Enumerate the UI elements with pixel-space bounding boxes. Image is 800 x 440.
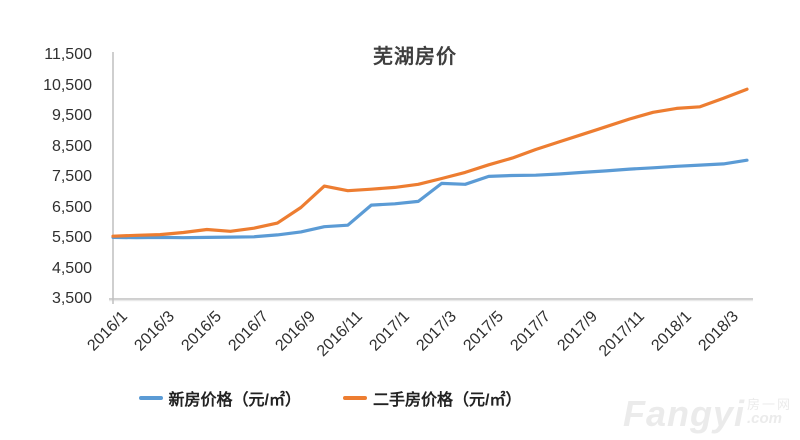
legend-marker-second-hand-line [343,396,367,400]
y-tick-label: 3,500 [51,290,92,307]
y-tick-label: 8,500 [51,137,92,155]
second-hand-price-line [111,87,749,238]
watermark-cjk-text: 房一网 [746,397,792,412]
watermark-brand-text: Fangyi [622,393,745,434]
legend-label-second-hand: 二手房价格（元/㎡） [373,392,522,409]
legend: 新房价格（元/㎡） 二手房价格（元/㎡） [0,386,660,410]
y-tick-label: 6,500 [51,198,92,216]
new-home-price-line [111,158,749,240]
y-tick-label: 11,500 [44,46,92,63]
y-tick-label: 10,500 [43,76,92,94]
y-tick-label: 9,500 [51,107,92,124]
legend-label-new-home: 新房价格（元/㎡） [168,392,301,409]
legend-item-new-home: 新房价格（元/㎡） [138,386,301,410]
legend-item-second-hand: 二手房价格（元/㎡） [343,386,521,410]
watermark-com-text: .com [746,410,782,427]
y-tick-label: 5,500 [51,229,92,246]
legend-marker-new-home-line [138,396,163,400]
y-tick-label: 4,500 [51,259,92,277]
y-tick-label: 7,500 [51,168,92,185]
chart-title: 芜湖房价 [373,46,457,68]
watermark-logo: Fangyi 房一网 .com [623,396,792,432]
